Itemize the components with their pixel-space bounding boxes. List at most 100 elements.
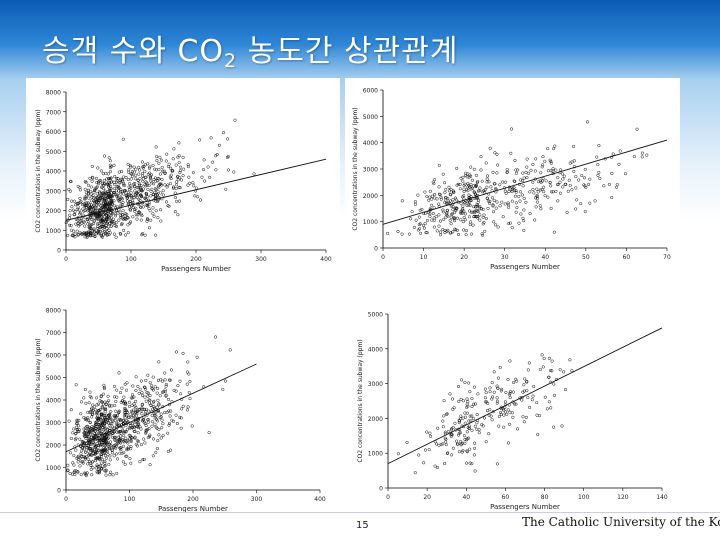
data-point: [96, 229, 101, 234]
data-point: [526, 171, 531, 175]
data-point: [508, 410, 512, 414]
x-tick-label: 0: [381, 254, 385, 261]
data-point: [565, 210, 569, 214]
data-point: [477, 206, 481, 210]
data-point: [509, 151, 513, 155]
data-point: [510, 188, 514, 192]
data-point: [445, 211, 449, 215]
data-point: [76, 429, 80, 434]
x-axis-label: Passengers Number: [490, 503, 560, 511]
data-point: [161, 434, 165, 438]
data-point: [117, 189, 121, 193]
data-point: [76, 221, 80, 226]
data-point: [129, 191, 133, 195]
data-point: [138, 425, 142, 429]
data-point: [547, 400, 551, 404]
data-point: [89, 467, 93, 471]
data-point: [175, 199, 179, 203]
data-point: [153, 414, 157, 418]
data-point: [129, 447, 133, 451]
data-point: [483, 400, 487, 404]
data-point: [130, 393, 135, 397]
data-point: [507, 221, 511, 226]
data-point: [152, 406, 156, 410]
data-point: [552, 230, 556, 234]
data-point: [119, 418, 123, 423]
data-point: [461, 204, 465, 208]
data-point: [202, 158, 206, 162]
data-point: [91, 408, 95, 413]
data-point: [67, 187, 71, 191]
data-point: [434, 215, 438, 219]
data-point: [109, 176, 113, 180]
data-point: [134, 375, 138, 379]
data-point: [132, 185, 137, 189]
data-point: [141, 179, 145, 183]
data-point: [475, 196, 480, 200]
data-point: [473, 424, 477, 428]
data-point: [463, 201, 467, 205]
data-point: [509, 127, 514, 131]
data-point: [75, 207, 79, 212]
data-point: [514, 377, 518, 381]
data-point: [445, 213, 449, 217]
data-point: [75, 418, 79, 422]
data-point: [82, 396, 86, 400]
data-point: [460, 195, 465, 199]
data-point: [501, 180, 505, 184]
data-point: [522, 208, 526, 212]
data-point: [513, 402, 517, 406]
data-point: [141, 458, 145, 462]
x-tick-label: 20: [460, 254, 468, 261]
data-point: [95, 455, 99, 459]
data-point: [468, 447, 472, 451]
data-point: [68, 189, 72, 193]
data-point: [112, 220, 116, 224]
data-point: [84, 205, 88, 209]
data-point: [132, 196, 136, 200]
data-point: [110, 180, 114, 184]
data-point: [151, 454, 155, 458]
data-point: [522, 228, 526, 232]
data-point: [418, 227, 422, 231]
data-point: [476, 189, 480, 193]
data-point: [83, 195, 87, 199]
data-point: [459, 176, 463, 180]
y-tick-label: 2000: [46, 208, 61, 215]
y-axis-label: CO2 concentrations in the subway (ppm): [35, 338, 42, 461]
y-axis-label: CO2 concentrations in the subway (ppm): [35, 109, 42, 232]
data-point: [645, 153, 649, 157]
data-point: [95, 403, 99, 407]
data-point: [84, 435, 88, 439]
data-point: [467, 203, 471, 207]
data-point: [125, 199, 129, 203]
data-point: [125, 381, 129, 385]
data-point: [152, 214, 156, 218]
data-point: [76, 205, 80, 209]
data-point: [135, 408, 139, 412]
data-point: [546, 169, 550, 173]
data-point: [118, 181, 122, 185]
data-point: [460, 378, 464, 382]
data-point: [132, 395, 136, 399]
data-point: [463, 380, 467, 384]
data-point: [118, 231, 122, 235]
data-point: [115, 457, 120, 461]
data-point: [180, 407, 184, 411]
data-point: [103, 197, 107, 201]
data-point: [169, 173, 173, 177]
data-point: [87, 216, 91, 220]
data-point: [449, 204, 453, 208]
data-point: [69, 436, 73, 441]
data-point: [109, 219, 113, 223]
data-point: [140, 214, 144, 218]
data-point: [102, 439, 106, 443]
data-point: [149, 384, 154, 388]
data-point: [615, 183, 619, 187]
data-point: [102, 178, 106, 183]
data-point: [149, 403, 153, 407]
data-point: [447, 185, 451, 189]
data-point: [437, 202, 441, 206]
data-point: [126, 447, 130, 451]
data-point: [447, 189, 452, 193]
